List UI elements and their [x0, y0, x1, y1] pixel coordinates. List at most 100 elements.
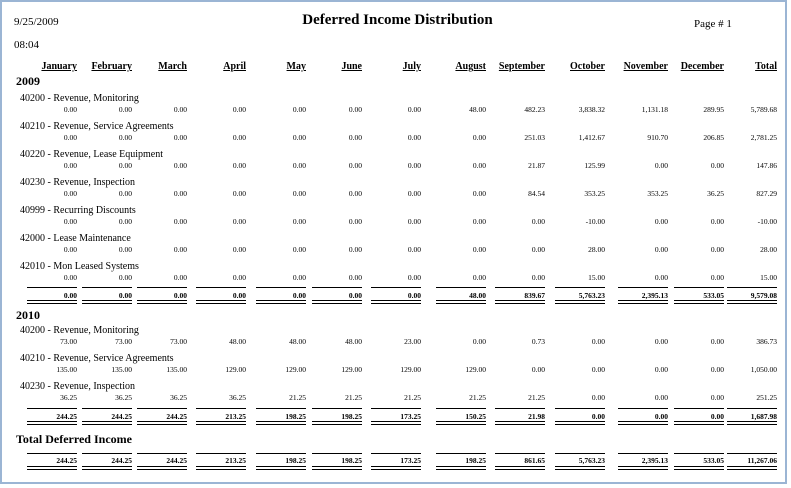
year-total-cell: 0.00 [654, 412, 668, 421]
column-header: June [341, 61, 362, 72]
grand-total-cell: 213.25 [225, 456, 246, 465]
amount-cell: 0.00 [292, 273, 306, 282]
double-rule [137, 421, 187, 425]
amount-cell: 0.00 [531, 365, 545, 374]
year-total-cell: 0.00 [118, 291, 132, 300]
amount-cell: 0.00 [63, 245, 77, 254]
report-time: 08:04 [14, 39, 40, 51]
year-total-cell: 244.25 [166, 412, 187, 421]
amount-cell: 48.00 [289, 337, 306, 346]
grand-total-rule [312, 453, 362, 454]
year-total-cell: 198.25 [341, 412, 362, 421]
amount-cell: 353.25 [584, 189, 605, 198]
amount-cell: 129.00 [465, 365, 486, 374]
amount-cell: 0.00 [348, 217, 362, 226]
double-rule [312, 300, 362, 304]
year-heading: 2009 [16, 74, 40, 88]
amount-cell: 0.00 [173, 133, 187, 142]
subtotal-rule [82, 408, 132, 409]
amount-cell: 0.00 [118, 105, 132, 114]
amount-cell: 353.25 [647, 189, 668, 198]
subtotal-rule [196, 408, 246, 409]
amount-cell: 21.25 [528, 393, 545, 402]
grand-total-cell: 244.25 [166, 456, 187, 465]
year-total-cell: 9,579.08 [750, 291, 777, 300]
grand-total-cell: 533.05 [703, 456, 724, 465]
grand-total-double-rule [727, 466, 777, 470]
grand-total-rule [436, 453, 486, 454]
amount-cell: 0.00 [531, 273, 545, 282]
year-total-cell: 0.00 [292, 291, 306, 300]
grand-total-double-rule [495, 466, 545, 470]
year-total-cell: 0.00 [173, 291, 187, 300]
amount-cell: 147.86 [756, 161, 777, 170]
amount-cell: 0.00 [654, 245, 668, 254]
year-total-cell: 213.25 [225, 412, 246, 421]
amount-cell: 0.00 [63, 273, 77, 282]
amount-cell: 0.00 [472, 273, 486, 282]
amount-cell: 1,412.67 [578, 133, 605, 142]
grand-total-rule [82, 453, 132, 454]
year-total-cell: 173.25 [400, 412, 421, 421]
amount-cell: 0.00 [654, 337, 668, 346]
amount-cell: 129.00 [400, 365, 421, 374]
amount-cell: 0.00 [292, 105, 306, 114]
column-header: March [158, 61, 187, 72]
amount-cell: 28.00 [588, 245, 605, 254]
amount-cell: 135.00 [166, 365, 187, 374]
amount-cell: 0.00 [232, 133, 246, 142]
amount-cell: 36.25 [229, 393, 246, 402]
amount-cell: 2,781.25 [750, 133, 777, 142]
grand-total-cell: 173.25 [400, 456, 421, 465]
double-rule [371, 421, 421, 425]
amount-cell: 1,131.18 [641, 105, 668, 114]
column-header: July [402, 61, 421, 72]
amount-cell: 0.00 [348, 133, 362, 142]
amount-cell: 84.54 [528, 189, 545, 198]
double-rule [555, 300, 605, 304]
amount-cell: 0.00 [118, 189, 132, 198]
grand-total-title: Total Deferred Income [16, 432, 132, 446]
amount-cell: 0.00 [63, 161, 77, 170]
grand-total-double-rule [555, 466, 605, 470]
amount-cell: 0.00 [63, 189, 77, 198]
amount-cell: 0.00 [407, 133, 421, 142]
year-total-cell: 21.98 [528, 412, 545, 421]
subtotal-rule [256, 287, 306, 288]
grand-total-rule [674, 453, 724, 454]
amount-cell: 135.00 [111, 365, 132, 374]
amount-cell: 0.00 [348, 273, 362, 282]
amount-cell: 0.00 [348, 161, 362, 170]
amount-cell: 0.00 [710, 337, 724, 346]
amount-cell: 0.00 [710, 273, 724, 282]
amount-cell: 0.00 [591, 393, 605, 402]
year-total-cell: 2,395.13 [641, 291, 668, 300]
amount-cell: 0.00 [173, 217, 187, 226]
account-name: 40210 - Revenue, Service Agreements [20, 353, 174, 364]
column-header: December [680, 61, 724, 72]
amount-cell: 0.00 [292, 245, 306, 254]
grand-total-cell: 198.25 [341, 456, 362, 465]
grand-total-rule [495, 453, 545, 454]
amount-cell: 21.87 [528, 161, 545, 170]
amount-cell: 129.00 [341, 365, 362, 374]
amount-cell: 73.00 [115, 337, 132, 346]
year-total-cell: 1,687.98 [750, 412, 777, 421]
amount-cell: 0.00 [407, 161, 421, 170]
amount-cell: 0.00 [710, 245, 724, 254]
column-header: Total [755, 61, 777, 72]
amount-cell: 0.00 [118, 273, 132, 282]
double-rule [618, 300, 668, 304]
year-total-cell: 0.00 [710, 412, 724, 421]
amount-cell: 0.73 [531, 337, 545, 346]
year-total-cell: 0.00 [407, 291, 421, 300]
amount-cell: 21.25 [469, 393, 486, 402]
amount-cell: 482.23 [524, 105, 545, 114]
year-total-cell: 0.00 [348, 291, 362, 300]
column-header: April [223, 61, 246, 72]
amount-cell: 36.25 [707, 189, 724, 198]
grand-total-double-rule [436, 466, 486, 470]
grand-total-double-rule [27, 466, 77, 470]
amount-cell: 0.00 [232, 245, 246, 254]
